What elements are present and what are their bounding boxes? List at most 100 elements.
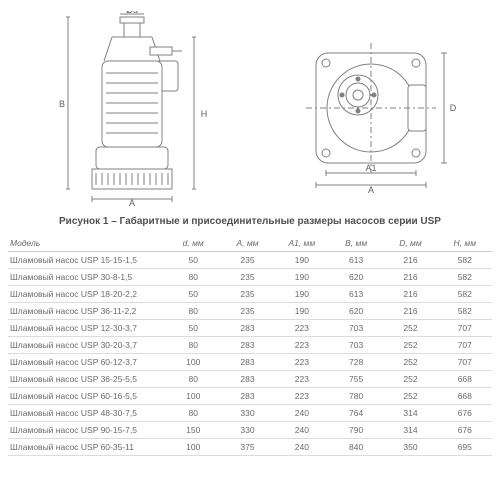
col-d: d, мм — [166, 235, 220, 252]
table-cell: Шламовый насос USP 36-11-2,2 — [8, 303, 166, 320]
table-cell: 582 — [438, 269, 492, 286]
table-header-row: Модель d, мм A, мм A1, мм B, мм D, мм H,… — [8, 235, 492, 252]
table-cell: 223 — [275, 354, 329, 371]
pump-top-view: D A1 A — [286, 23, 456, 193]
table-cell: 695 — [438, 439, 492, 456]
dim-label-d2: D — [450, 103, 456, 113]
table-cell: Шламовый насос USP 60-35-11 — [8, 439, 166, 456]
col-a: A, мм — [220, 235, 274, 252]
table-cell: 80 — [166, 269, 220, 286]
table-cell: 235 — [220, 303, 274, 320]
table-cell: 764 — [329, 405, 383, 422]
table-row: Шламовый насос USP 48-30-7,5803302407643… — [8, 405, 492, 422]
diagram-area: Ød B H A — [8, 8, 492, 208]
dim-label-a-side: A — [129, 198, 135, 206]
table-cell: 707 — [438, 320, 492, 337]
table-cell: 755 — [329, 371, 383, 388]
table-cell: 235 — [220, 269, 274, 286]
table-row: Шламовый насос USP 60-35-111003752408403… — [8, 439, 492, 456]
table-cell: 240 — [275, 405, 329, 422]
table-cell: 240 — [275, 422, 329, 439]
col-d2: D, мм — [383, 235, 437, 252]
dim-label-a1: A1 — [365, 163, 376, 173]
table-cell: 216 — [383, 286, 437, 303]
table-cell: 676 — [438, 405, 492, 422]
table-cell: 80 — [166, 371, 220, 388]
table-cell: 676 — [438, 422, 492, 439]
table-row: Шламовый насос USP 30-8-1,58023519062021… — [8, 269, 492, 286]
table-cell: Шламовый насос USP 60-12-3,7 — [8, 354, 166, 371]
table-cell: 252 — [383, 320, 437, 337]
table-cell: 582 — [438, 303, 492, 320]
table-row: Шламовый насос USP 36-25-5,5802832237552… — [8, 371, 492, 388]
table-cell: 283 — [220, 337, 274, 354]
table-cell: 613 — [329, 252, 383, 269]
table-row: Шламовый насос USP 30-20-3,7802832237032… — [8, 337, 492, 354]
table-cell: 703 — [329, 320, 383, 337]
col-a1: A1, мм — [275, 235, 329, 252]
table-cell: Шламовый насос USP 30-20-3,7 — [8, 337, 166, 354]
table-cell: 330 — [220, 405, 274, 422]
table-cell: 190 — [275, 303, 329, 320]
table-cell: 235 — [220, 252, 274, 269]
dimensions-table: Модель d, мм A, мм A1, мм B, мм D, мм H,… — [8, 235, 492, 456]
table-cell: 223 — [275, 388, 329, 405]
table-cell: Шламовый насос USP 15-15-1,5 — [8, 252, 166, 269]
table-cell: Шламовый насос USP 30-8-1,5 — [8, 269, 166, 286]
table-cell: 235 — [220, 286, 274, 303]
table-cell: 50 — [166, 252, 220, 269]
table-cell: 100 — [166, 388, 220, 405]
table-cell: 80 — [166, 337, 220, 354]
table-cell: 840 — [329, 439, 383, 456]
table-cell: 283 — [220, 354, 274, 371]
table-row: Шламовый насос USP 15-15-1,5502351906132… — [8, 252, 492, 269]
table-cell: 283 — [220, 371, 274, 388]
table-cell: 252 — [383, 388, 437, 405]
table-cell: 223 — [275, 337, 329, 354]
col-model: Модель — [8, 235, 166, 252]
table-cell: Шламовый насос USP 90-15-7,5 — [8, 422, 166, 439]
table-cell: 100 — [166, 439, 220, 456]
pump-side-view: Ød B H A — [44, 11, 214, 206]
table-cell: 707 — [438, 337, 492, 354]
dim-label-h: H — [201, 109, 208, 119]
table-row: Шламовый насос USP 18-20-2,2502351906132… — [8, 286, 492, 303]
table-cell: 668 — [438, 388, 492, 405]
table-cell: Шламовый насос USP 12-30-3,7 — [8, 320, 166, 337]
table-cell: 216 — [383, 303, 437, 320]
table-cell: 252 — [383, 337, 437, 354]
table-cell: 223 — [275, 320, 329, 337]
table-row: Шламовый насос USP 60-12-3,7100283223728… — [8, 354, 492, 371]
table-cell: 790 — [329, 422, 383, 439]
table-row: Шламовый насос USP 12-30-3,7502832237032… — [8, 320, 492, 337]
table-cell: 330 — [220, 422, 274, 439]
table-cell: Шламовый насос USP 18-20-2,2 — [8, 286, 166, 303]
table-cell: 314 — [383, 405, 437, 422]
table-cell: Шламовый насос USP 60-16-5,5 — [8, 388, 166, 405]
table-cell: 50 — [166, 320, 220, 337]
table-cell: 780 — [329, 388, 383, 405]
table-cell: 582 — [438, 286, 492, 303]
figure-caption: Рисунок 1 – Габаритные и присоединительн… — [8, 216, 492, 227]
table-cell: 223 — [275, 371, 329, 388]
dim-label-a-top: A — [368, 185, 374, 193]
table-cell: 80 — [166, 405, 220, 422]
table-cell: 100 — [166, 354, 220, 371]
table-row: Шламовый насос USP 90-15-7,5150330240790… — [8, 422, 492, 439]
table-cell: 50 — [166, 286, 220, 303]
table-cell: 350 — [383, 439, 437, 456]
table-cell: 314 — [383, 422, 437, 439]
table-cell: 150 — [166, 422, 220, 439]
table-cell: 283 — [220, 388, 274, 405]
table-cell: 703 — [329, 337, 383, 354]
table-cell: 216 — [383, 252, 437, 269]
table-cell: 80 — [166, 303, 220, 320]
table-cell: 216 — [383, 269, 437, 286]
table-cell: 582 — [438, 252, 492, 269]
col-h: H, мм — [438, 235, 492, 252]
col-b: B, мм — [329, 235, 383, 252]
dim-label-d: Ød — [126, 11, 138, 15]
table-cell: 620 — [329, 269, 383, 286]
table-cell: 668 — [438, 371, 492, 388]
table-cell: 620 — [329, 303, 383, 320]
